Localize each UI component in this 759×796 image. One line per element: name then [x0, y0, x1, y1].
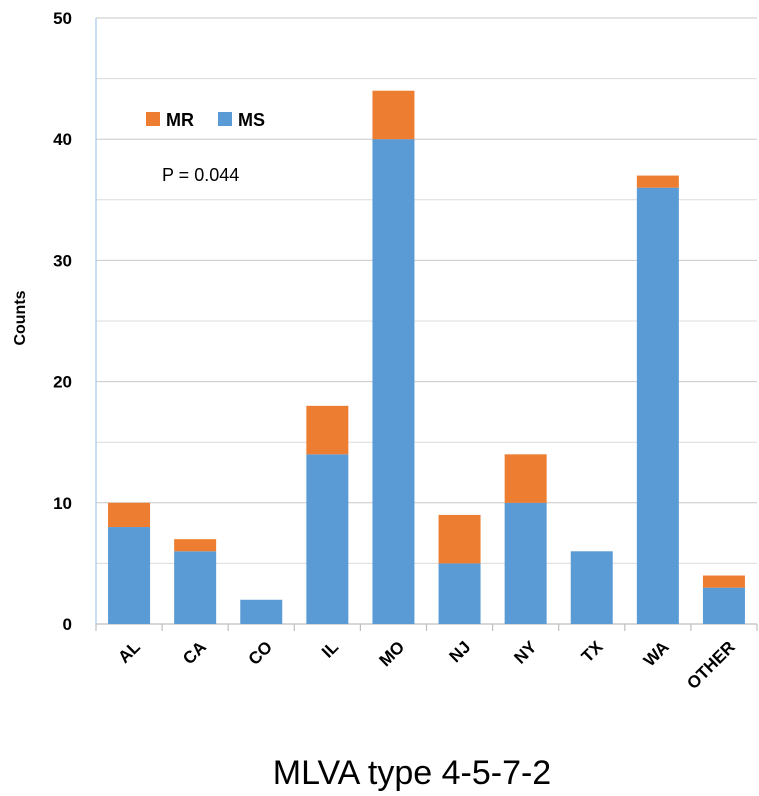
x-tick-label: OTHER [683, 637, 739, 693]
x-tick-label: WA [640, 637, 673, 670]
legend-label-mr: MR [166, 110, 194, 130]
bar-ms-nj [438, 563, 481, 624]
bar-mr-other [702, 575, 745, 588]
y-tick-label: 10 [53, 494, 72, 513]
bar-ms-ny [504, 502, 547, 624]
bar-ms-il [306, 454, 349, 624]
bar-ms-wa [636, 187, 679, 624]
x-tick-label: CA [179, 637, 210, 668]
bar-ms-ca [174, 551, 217, 624]
x-tick-label: NJ [446, 637, 475, 666]
x-tick-label: CO [245, 637, 276, 668]
x-tick-label: TX [578, 637, 607, 666]
bar-mr-mo [372, 90, 415, 140]
bar-ms-tx [570, 551, 613, 624]
y-tick-label: 40 [53, 130, 72, 149]
y-tick-label: 50 [53, 9, 72, 28]
y-axis-label: Counts [12, 290, 29, 345]
bars [108, 90, 745, 624]
bar-mr-ny [504, 454, 547, 503]
x-tick-label: IL [318, 637, 342, 661]
bar-mr-wa [636, 175, 679, 188]
caption: MLVA type 4-5-7-2 [273, 754, 551, 792]
x-tick-label: NY [510, 637, 541, 668]
legend-swatch-mr [146, 112, 160, 126]
x-tick-label: MO [375, 637, 408, 670]
x-tick-label: AL [114, 637, 143, 666]
bar-ms-other [702, 587, 745, 624]
bar-mr-il [306, 405, 349, 455]
x-tick-labels: AL CA CO IL MO NJ NY TX WA OTHER [114, 637, 738, 693]
legend: MR MS [146, 110, 265, 130]
bar-mr-nj [438, 514, 481, 564]
bar-mr-al [108, 502, 151, 528]
y-tick-labels: 0 10 20 30 40 50 [53, 9, 72, 634]
legend-label-ms: MS [238, 110, 265, 130]
bar-ms-mo [372, 139, 415, 624]
y-tick-label: 20 [53, 373, 72, 392]
bar-ms-co [240, 599, 283, 624]
legend-swatch-ms [218, 112, 232, 126]
y-tick-label: 30 [53, 251, 72, 270]
y-tick-label: 0 [63, 615, 72, 634]
bar-ms-al [108, 527, 151, 624]
bar-mr-ca [174, 539, 217, 552]
p-value-annotation: P = 0.044 [162, 165, 239, 185]
